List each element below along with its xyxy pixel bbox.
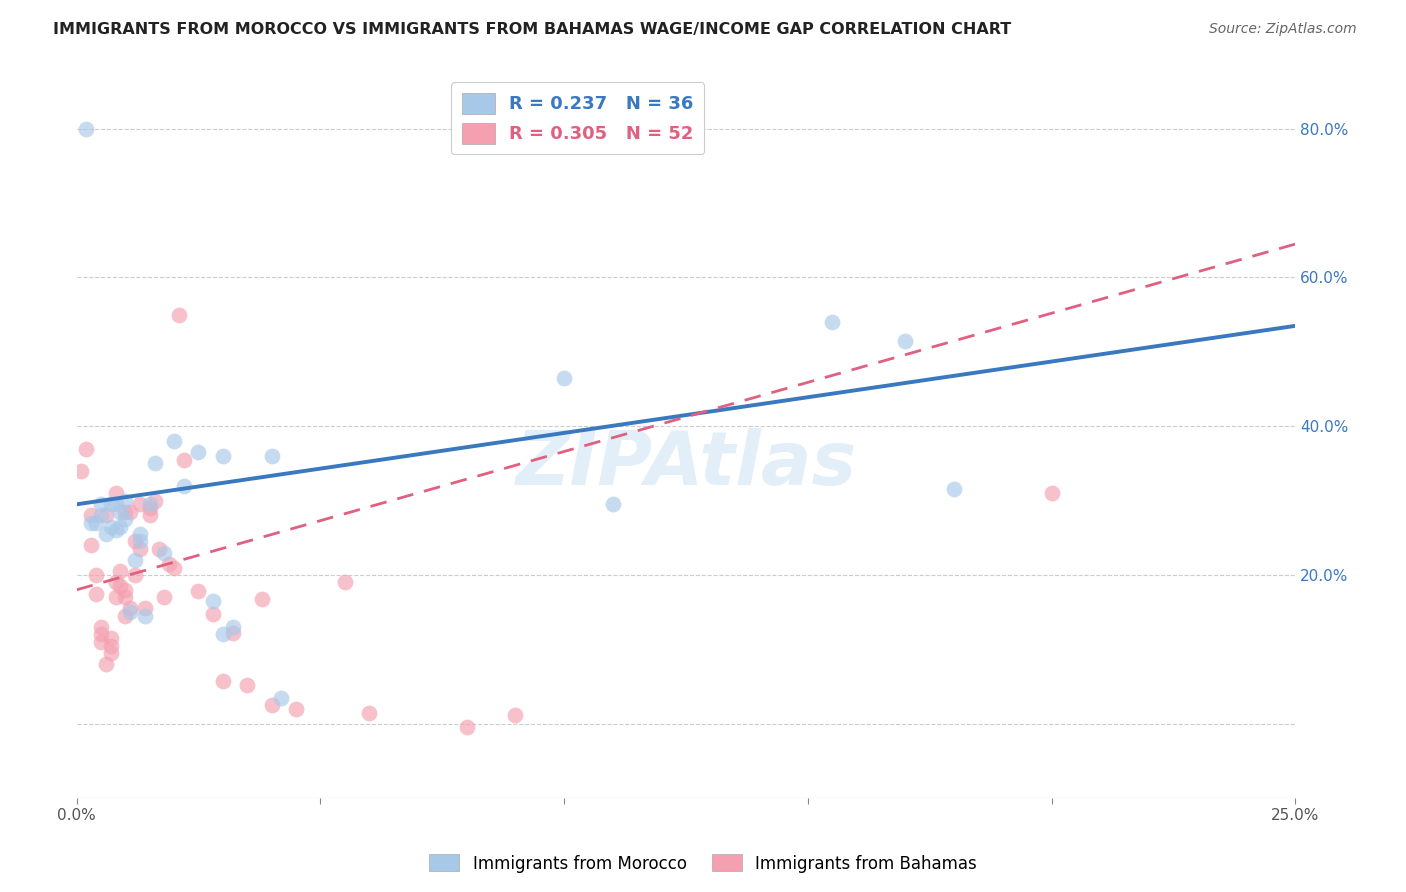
Point xyxy=(114,505,136,519)
Point xyxy=(236,678,259,692)
Point xyxy=(456,720,478,734)
Point xyxy=(211,673,233,688)
Point xyxy=(80,508,103,523)
Point xyxy=(124,568,146,582)
Point xyxy=(100,497,122,511)
Point xyxy=(84,586,107,600)
Point xyxy=(110,519,132,533)
Point xyxy=(333,575,356,590)
Point xyxy=(202,594,225,608)
Point xyxy=(120,505,142,519)
Point xyxy=(100,646,122,660)
Point xyxy=(943,483,966,497)
Point xyxy=(260,698,283,712)
Point xyxy=(187,584,209,599)
Point xyxy=(90,627,112,641)
Point xyxy=(114,512,136,526)
Point xyxy=(270,690,292,705)
Point xyxy=(90,508,112,523)
Point xyxy=(129,534,152,549)
Point xyxy=(134,608,156,623)
Point xyxy=(70,464,93,478)
Point xyxy=(138,501,160,516)
Point xyxy=(173,479,195,493)
Point xyxy=(120,601,142,615)
Point xyxy=(211,449,233,463)
Point xyxy=(104,486,127,500)
Point xyxy=(124,553,146,567)
Point xyxy=(110,564,132,578)
Point xyxy=(94,657,117,672)
Point xyxy=(202,607,225,621)
Point xyxy=(100,519,122,533)
Point xyxy=(821,315,844,329)
Text: Source: ZipAtlas.com: Source: ZipAtlas.com xyxy=(1209,22,1357,37)
Point xyxy=(84,568,107,582)
Point xyxy=(129,541,152,556)
Point xyxy=(221,620,243,634)
Point xyxy=(284,702,307,716)
Point xyxy=(163,560,186,574)
Point xyxy=(100,639,122,653)
Point xyxy=(129,497,152,511)
Point xyxy=(167,308,190,322)
Point xyxy=(894,334,917,348)
Legend: Immigrants from Morocco, Immigrants from Bahamas: Immigrants from Morocco, Immigrants from… xyxy=(423,847,983,880)
Point xyxy=(90,620,112,634)
Point xyxy=(173,452,195,467)
Point xyxy=(187,445,209,459)
Point xyxy=(153,591,176,605)
Point xyxy=(505,707,527,722)
Point xyxy=(143,493,166,508)
Point xyxy=(120,605,142,619)
Point xyxy=(94,527,117,541)
Point xyxy=(90,635,112,649)
Point xyxy=(80,538,103,552)
Point xyxy=(104,497,127,511)
Point xyxy=(359,706,381,720)
Point xyxy=(80,516,103,530)
Point xyxy=(138,497,160,511)
Point xyxy=(114,591,136,605)
Point xyxy=(143,457,166,471)
Point xyxy=(100,631,122,645)
Point xyxy=(104,575,127,590)
Point xyxy=(114,608,136,623)
Point xyxy=(75,121,97,136)
Point xyxy=(110,579,132,593)
Point xyxy=(157,557,180,571)
Legend: R = 0.237   N = 36, R = 0.305   N = 52: R = 0.237 N = 36, R = 0.305 N = 52 xyxy=(451,82,704,154)
Text: IMMIGRANTS FROM MOROCCO VS IMMIGRANTS FROM BAHAMAS WAGE/INCOME GAP CORRELATION C: IMMIGRANTS FROM MOROCCO VS IMMIGRANTS FR… xyxy=(53,22,1012,37)
Point xyxy=(163,434,186,449)
Point xyxy=(104,591,127,605)
Point xyxy=(148,541,170,556)
Point xyxy=(602,497,624,511)
Point xyxy=(221,626,243,640)
Point xyxy=(84,516,107,530)
Point xyxy=(1040,486,1063,500)
Point xyxy=(134,601,156,615)
Point xyxy=(114,493,136,508)
Point xyxy=(138,508,160,523)
Point xyxy=(114,582,136,597)
Point xyxy=(124,534,146,549)
Point xyxy=(75,442,97,456)
Point xyxy=(260,449,283,463)
Point xyxy=(94,508,117,523)
Point xyxy=(553,371,575,385)
Point xyxy=(110,505,132,519)
Point xyxy=(211,627,233,641)
Point xyxy=(250,591,273,606)
Point xyxy=(90,497,112,511)
Text: ZIPAtlas: ZIPAtlas xyxy=(516,428,856,501)
Point xyxy=(153,546,176,560)
Point xyxy=(129,527,152,541)
Point xyxy=(104,524,127,538)
